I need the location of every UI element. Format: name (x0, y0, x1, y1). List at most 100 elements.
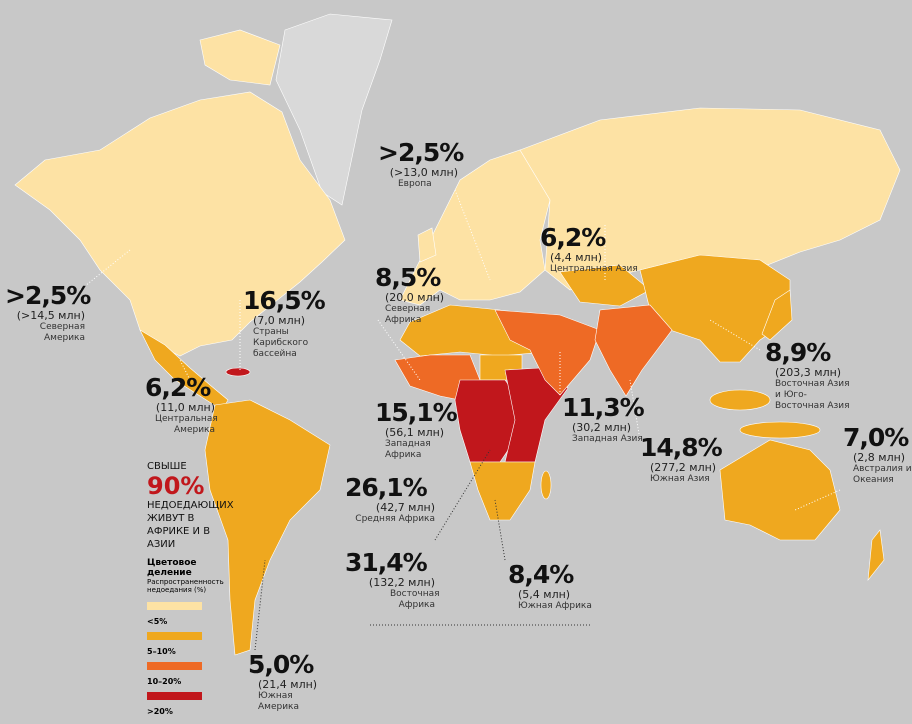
japan (761, 289, 793, 341)
leader-line (794, 489, 841, 511)
percent: 8,5% (375, 263, 441, 292)
legend-title: Цветовое деление (147, 558, 197, 578)
people: (132,2 млн) (368, 576, 435, 589)
countries (14, 13, 901, 656)
percent: 7,0% (843, 423, 909, 452)
note-text: НЕДОЕДАЮЩИХ ЖИВУТ В АФРИКЕ И В АЗИИ (147, 500, 234, 550)
region-name: Центральная Азия (550, 264, 638, 274)
percent: >2,5% (5, 281, 91, 310)
leader-line (494, 499, 506, 561)
percent: 8,4% (508, 560, 574, 589)
leader-line (629, 379, 641, 441)
people: (5,4 млн) (518, 588, 571, 601)
people: (>14,5 млн) (16, 309, 85, 322)
region-name: Австралия и Океания (853, 464, 912, 485)
region-label: 5,0% (21,4 млн) Южная Америка (248, 652, 317, 713)
arctic-islands (199, 29, 281, 86)
leader-line (179, 359, 191, 381)
percent: 5,0% (248, 650, 314, 679)
percent: 6,2% (145, 373, 211, 402)
legend-subtitle: Распространенность недоедания (%) (147, 578, 224, 594)
region-name: Восточная Азия и Юго-Восточная Азия (775, 379, 850, 411)
people: (11,0 млн) (155, 401, 215, 414)
people: (20,0 млн) (385, 291, 445, 304)
legend-label: <5% (147, 617, 168, 626)
region-name: Западная Азия (572, 434, 643, 444)
region-label: 8,9% (203,3 млн) Восточная Азия и Юго-Вост… (765, 340, 855, 412)
region-label: >2,5% (>14,5 млн) Северная Америка (5, 281, 91, 344)
people: (42,7 млн) (375, 501, 435, 514)
north-america (14, 91, 346, 357)
leader-line (254, 559, 266, 651)
legend-items: <5% 5–10% 10–20% >20% (147, 602, 237, 722)
russia (519, 107, 901, 291)
madagascar (540, 470, 552, 500)
region-label: 11,3% (30,2 млн) Западная Азия (562, 395, 652, 445)
region-label: 15,1% (56,1 млн) Западная Африка (375, 398, 458, 461)
legend-swatch (147, 692, 202, 700)
new-zealand (867, 529, 885, 581)
percent: 6,2% (540, 223, 606, 252)
legend-label: 10–20% (147, 677, 182, 686)
region-name: Западная Африка (385, 439, 431, 460)
region-name: Европа (398, 179, 432, 189)
percent: 14,8% (640, 433, 723, 462)
region-name: Восточная Африка (390, 589, 440, 610)
percent: 16,5% (243, 286, 326, 315)
legend-swatch (147, 632, 202, 640)
region-name: Страны Карибского бассейна (253, 327, 309, 359)
note-lead: СВЫШЕ (147, 461, 187, 472)
leader-line (709, 319, 761, 351)
region-label: 16,5% (7,0 млн) Страны Карибского бассейна (243, 286, 326, 360)
region-label: 7,0% (2,8 млн) Австралия и Океания (843, 425, 912, 486)
legend-item: >20% (147, 692, 237, 722)
region-label: 6,2% (11,0 млн) Центральная Америка (145, 373, 218, 436)
people: (>13,0 млн) (389, 166, 458, 179)
region-label: 6,2% (4,4 млн) Центральная Азия (540, 225, 640, 275)
people: (2,8 млн) (853, 451, 906, 464)
people: (21,4 млн) (258, 678, 318, 691)
leader-lines (79, 189, 841, 651)
percent: 31,4% (345, 548, 428, 577)
region-name: Северная Африка (385, 304, 431, 325)
people: (7,0 млн) (253, 314, 306, 327)
central-asia (559, 264, 651, 307)
people: (277,2 млн) (650, 461, 717, 474)
region-label: 31,4% (132,2 млн) Восточная Африка (345, 548, 440, 611)
legend-item: 5–10% (147, 632, 237, 662)
region-name: Средняя Африка (355, 514, 435, 524)
legend: Цветовое деление Распространенность недо… (147, 558, 237, 722)
leader-line (434, 449, 491, 541)
region-name: Северная Америка (39, 322, 85, 343)
percent: >2,5% (378, 138, 464, 167)
percent: 11,3% (562, 393, 645, 422)
region-name: Южная Азия (650, 474, 710, 484)
region-label: >2,5% (>13,0 млн) Европа (378, 138, 464, 190)
australia (719, 439, 841, 541)
region-name: Южная Африка (518, 601, 592, 611)
region-label: 14,8% (277,2 млн) Южная Азия (640, 435, 730, 485)
indonesia (739, 421, 821, 439)
percent: 26,1% (345, 473, 428, 502)
note-figure: 90% (147, 472, 205, 500)
southeast-asia (709, 389, 771, 411)
percent: 15,1% (375, 398, 458, 427)
region-label: 26,1% (42,7 млн) Средняя Африка (345, 475, 435, 525)
region-label: 8,4% (5,4 млн) Южная Африка (508, 562, 598, 612)
leader-line (454, 189, 491, 281)
legend-swatch (147, 602, 202, 610)
people: (30,2 млн) (572, 421, 632, 434)
south-asia (594, 304, 673, 397)
people: (203,3 млн) (775, 366, 842, 379)
southern-africa (469, 461, 536, 521)
region-name: Центральная Америка (155, 414, 218, 435)
europe (399, 149, 551, 306)
legend-item: <5% (147, 602, 237, 632)
south-america (204, 399, 331, 656)
legend-label: 5–10% (147, 647, 176, 656)
percent: 8,9% (765, 338, 831, 367)
people: (4,4 млн) (550, 251, 603, 264)
uk (417, 227, 437, 263)
